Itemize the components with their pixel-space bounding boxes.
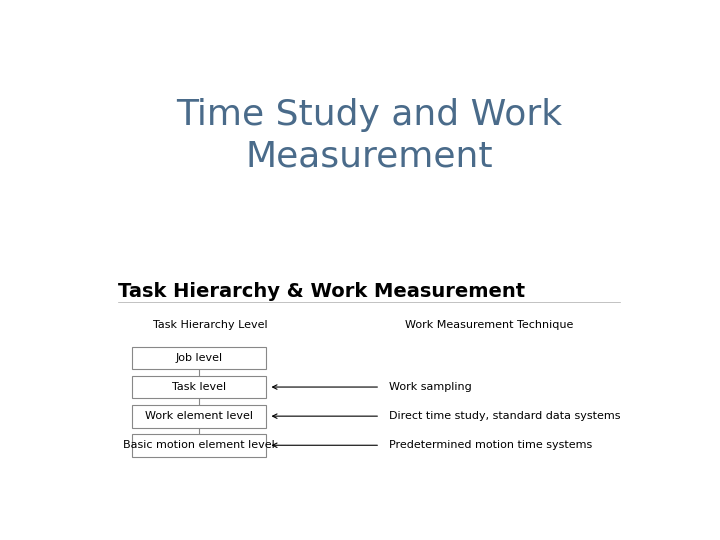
Text: Task Hierarchy & Work Measurement: Task Hierarchy & Work Measurement	[118, 282, 525, 301]
Text: Predetermined motion time systems: Predetermined motion time systems	[389, 440, 592, 450]
Bar	[132, 434, 266, 457]
Bar	[132, 347, 266, 369]
Text: Time Study and Work: Time Study and Work	[176, 98, 562, 132]
Text: Measurement: Measurement	[246, 139, 492, 173]
Text: Work element level: Work element level	[145, 411, 253, 421]
Bar	[132, 376, 266, 399]
Text: Task level: Task level	[172, 382, 226, 392]
Bar	[132, 404, 266, 428]
Text: Work sampling: Work sampling	[389, 382, 472, 392]
Text: Task Hierarchy Level: Task Hierarchy Level	[153, 320, 267, 330]
Text: Job level: Job level	[175, 353, 222, 363]
Text: Basic motion element level: Basic motion element level	[123, 440, 275, 450]
Text: Work Measurement Technique: Work Measurement Technique	[405, 320, 574, 330]
Text: Direct time study, standard data systems: Direct time study, standard data systems	[389, 411, 620, 421]
